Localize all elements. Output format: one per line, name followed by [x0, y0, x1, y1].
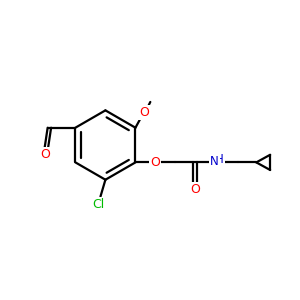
- Text: O: O: [150, 156, 160, 169]
- Text: O: O: [190, 183, 200, 196]
- Text: Cl: Cl: [92, 198, 105, 211]
- Text: O: O: [140, 106, 149, 119]
- Text: N: N: [210, 155, 219, 168]
- Text: H: H: [215, 153, 224, 166]
- Text: O: O: [40, 148, 50, 161]
